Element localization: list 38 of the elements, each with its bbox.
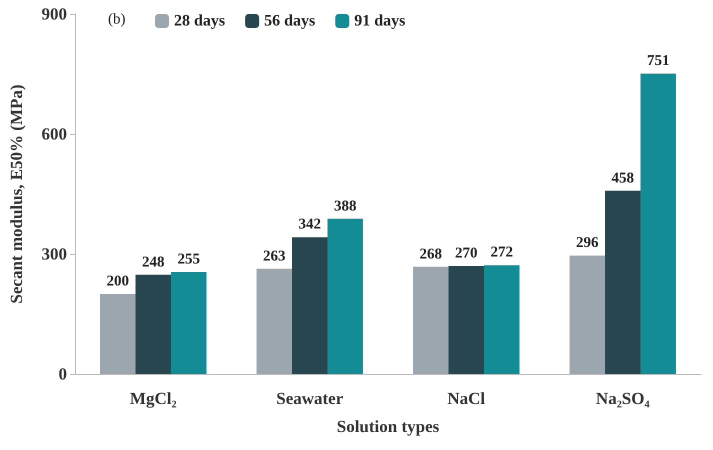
- bar: [256, 268, 292, 374]
- data-label: 263: [263, 248, 286, 264]
- data-label: 268: [420, 246, 442, 262]
- data-label: 248: [142, 254, 164, 270]
- legend-label: 28 days: [174, 12, 226, 30]
- bar: [327, 218, 363, 374]
- bar: [605, 190, 640, 374]
- bar: [292, 237, 328, 374]
- data-label: 388: [334, 198, 356, 214]
- y-tick-label: 0: [58, 364, 67, 384]
- x-axis-title: Solution types: [336, 417, 440, 436]
- data-label: 270: [455, 246, 478, 262]
- data-label: 200: [106, 274, 130, 290]
- bar: [170, 272, 206, 374]
- y-tick-label: 600: [42, 124, 67, 144]
- bar: [484, 265, 520, 374]
- y-tick-label: 300: [42, 244, 67, 264]
- y-tick-label: 900: [42, 4, 67, 24]
- x-tick-label: Seawater: [276, 389, 344, 408]
- data-label: 751: [646, 53, 670, 70]
- y-axis-title: Secant modulus, E50% (MPa): [7, 84, 26, 304]
- data-label: 458: [612, 170, 634, 186]
- bar: [640, 74, 676, 374]
- legend-label: 91 days: [354, 12, 406, 30]
- bar: [413, 266, 449, 374]
- legend-label: 56 days: [264, 12, 316, 30]
- bar: [136, 274, 171, 374]
- x-tick-label: Na₂SO₄: [596, 389, 650, 408]
- annotation: (b): [108, 12, 126, 28]
- data-label: 296: [576, 235, 600, 252]
- data-label: 342: [298, 216, 321, 233]
- data-label: 272: [490, 244, 513, 261]
- bar: [448, 266, 484, 374]
- bar: [570, 256, 606, 374]
- bar: [100, 294, 136, 374]
- x-tick-label: NaCl: [447, 389, 486, 408]
- x-tick-label: MgCl₂: [130, 389, 177, 408]
- data-label: 255: [177, 252, 200, 268]
